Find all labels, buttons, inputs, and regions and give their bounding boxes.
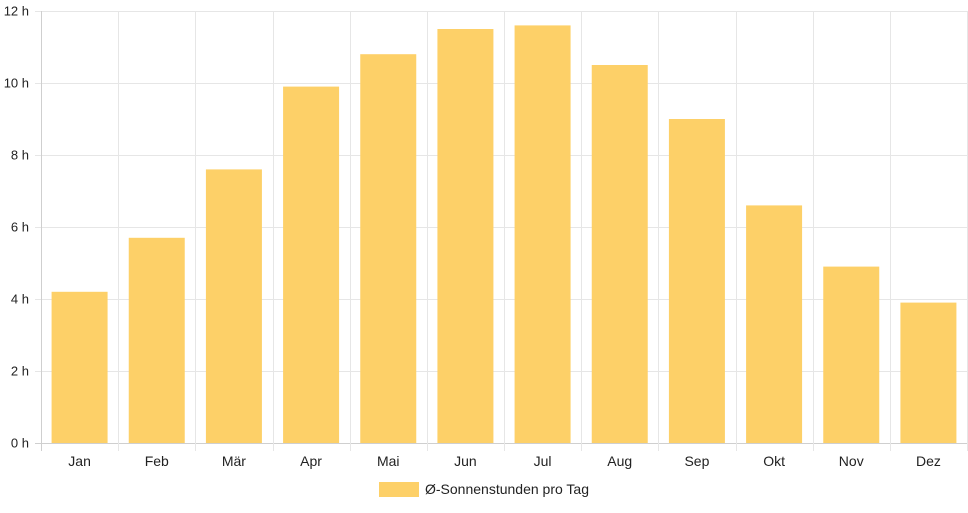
x-tick-label: Jan [68, 453, 91, 469]
y-tick-label: 0 h [11, 436, 29, 451]
x-tick-label: Jun [454, 453, 477, 469]
legend-swatch [379, 481, 419, 497]
bar-jun [437, 29, 494, 443]
x-tick-label: Mär [222, 453, 246, 469]
x-tick-label: Nov [839, 453, 864, 469]
x-tick-label: Okt [763, 453, 785, 469]
y-tick-label: 12 h [4, 4, 29, 19]
bar-aug [591, 65, 648, 443]
x-tick-label: Sep [684, 453, 709, 469]
bar-feb [128, 237, 185, 443]
bar-nov [823, 266, 880, 443]
x-tick-label: Dez [916, 453, 941, 469]
bar-mai [360, 54, 417, 443]
axis-layer: 0 h 2 h 4 h 6 h 8 h 10 h 12 h Jan Feb Mär Apr Mai Ju… [4, 4, 941, 470]
legend-label: Ø-Sonnenstunden pro Tag [425, 481, 589, 497]
y-tick-label: 2 h [11, 364, 29, 379]
y-tick-label: 4 h [11, 292, 29, 307]
x-tick-label: Apr [300, 453, 322, 469]
x-tick-label: Aug [607, 453, 632, 469]
x-tick-label: Feb [145, 453, 169, 469]
bar-jul [514, 25, 571, 444]
x-tick-label: Jul [534, 453, 552, 469]
grid-layer [35, 11, 968, 451]
x-tick-label: Mai [377, 453, 400, 469]
bar-layer [51, 25, 957, 444]
bar-dez [900, 302, 957, 443]
bar-sep [668, 119, 725, 443]
y-tick-label: 10 h [4, 76, 29, 91]
bar-mär [205, 169, 262, 443]
bar-okt [746, 205, 803, 443]
y-tick-label: 6 h [11, 220, 29, 235]
bar-jan [51, 291, 108, 443]
legend[interactable]: Ø-Sonnenstunden pro Tag [0, 481, 968, 497]
y-tick-label: 8 h [11, 148, 29, 163]
bar-apr [283, 86, 340, 443]
